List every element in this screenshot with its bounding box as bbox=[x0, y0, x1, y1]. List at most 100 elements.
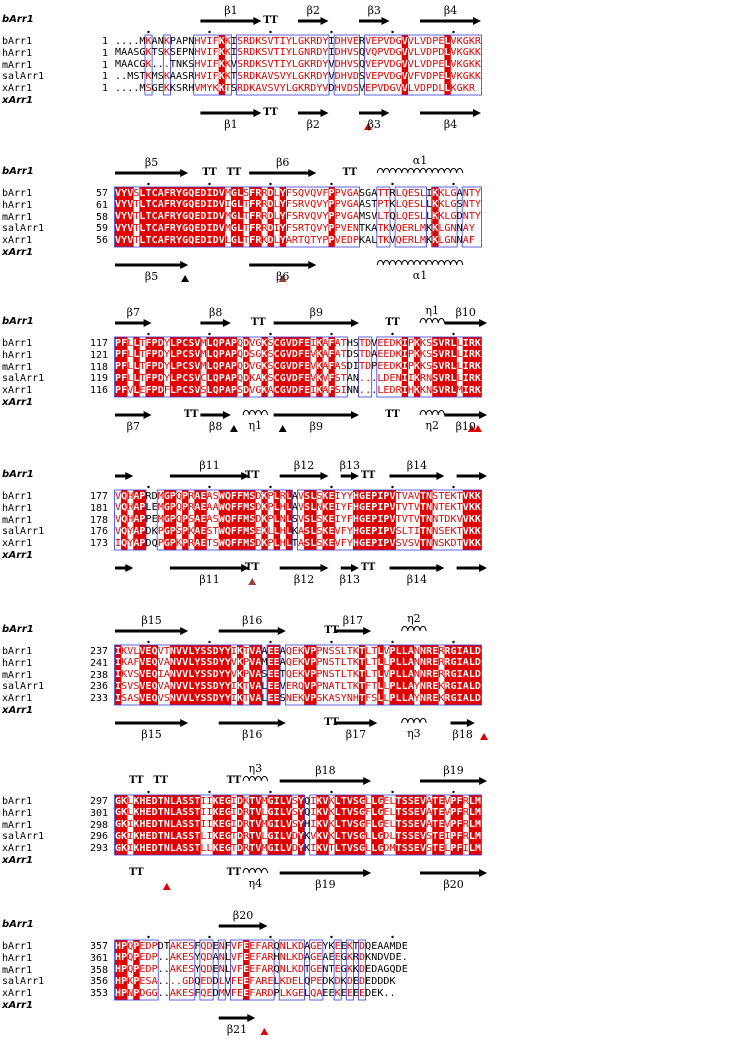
residue: P bbox=[432, 70, 439, 82]
residue: V bbox=[420, 795, 427, 807]
residue: K bbox=[474, 59, 481, 71]
residue: D bbox=[383, 975, 390, 987]
residue: E bbox=[444, 502, 451, 514]
residue: K bbox=[456, 47, 463, 59]
residue: I bbox=[401, 349, 408, 361]
residue: E bbox=[438, 59, 445, 71]
residue: L bbox=[224, 952, 231, 964]
residue: D bbox=[432, 82, 439, 94]
ss-label: β18 bbox=[452, 728, 473, 741]
residue: G bbox=[444, 234, 451, 246]
residue: M bbox=[157, 514, 164, 526]
residue: S bbox=[261, 59, 268, 71]
residue: Y bbox=[298, 842, 305, 854]
residue: . bbox=[115, 70, 122, 82]
residue: S bbox=[304, 490, 311, 502]
residue: A bbox=[462, 222, 469, 234]
residue: Y bbox=[194, 964, 201, 976]
residue: D bbox=[237, 842, 244, 854]
residue: P bbox=[432, 59, 439, 71]
residue: K bbox=[432, 234, 439, 246]
position-dot bbox=[208, 640, 211, 644]
residue: P bbox=[115, 349, 122, 361]
residue: V bbox=[304, 669, 311, 681]
residue: V bbox=[267, 47, 274, 59]
residue: V bbox=[450, 70, 457, 82]
residue: S bbox=[352, 795, 359, 807]
identity-cell bbox=[468, 795, 476, 855]
residue: R bbox=[468, 349, 475, 361]
residue: Q bbox=[237, 337, 244, 349]
sequence-name: mArr1 bbox=[2, 361, 33, 373]
residue: K bbox=[395, 349, 402, 361]
residue: S bbox=[413, 199, 420, 211]
residue: H bbox=[346, 337, 353, 349]
sequence-name: hArr1 bbox=[2, 952, 33, 964]
identity-cell bbox=[383, 490, 390, 550]
residue: P bbox=[151, 361, 158, 373]
residue: N bbox=[420, 680, 427, 692]
residue: S bbox=[413, 211, 420, 223]
residue: K bbox=[389, 199, 396, 211]
sequence-start-number: 356 bbox=[89, 976, 108, 988]
residue: H bbox=[194, 59, 201, 71]
residue: V bbox=[322, 842, 329, 854]
residue: T bbox=[432, 819, 439, 831]
residue: F bbox=[456, 795, 463, 807]
residue: S bbox=[206, 669, 213, 681]
residue: Q bbox=[224, 537, 231, 549]
identity-cell bbox=[194, 795, 201, 855]
residue: E bbox=[200, 537, 207, 549]
residue: V bbox=[420, 70, 427, 82]
identity-cell bbox=[401, 795, 409, 855]
residue: S bbox=[407, 830, 414, 842]
beta-strand-arrowhead bbox=[277, 627, 286, 635]
residue: N bbox=[157, 35, 164, 47]
identity-cell bbox=[176, 645, 183, 705]
residue: T bbox=[145, 222, 152, 234]
residue: D bbox=[444, 514, 451, 526]
residue: V bbox=[340, 82, 347, 94]
residue: T bbox=[334, 657, 341, 669]
residue: V bbox=[322, 795, 329, 807]
residue: P bbox=[139, 537, 146, 549]
residue: S bbox=[206, 657, 213, 669]
residue: R bbox=[352, 952, 359, 964]
residue: V bbox=[401, 70, 408, 82]
residue: S bbox=[365, 199, 372, 211]
residue: N bbox=[352, 222, 359, 234]
residue: F bbox=[328, 349, 335, 361]
residue: Q bbox=[151, 645, 158, 657]
residue: L bbox=[273, 187, 280, 199]
residue: T bbox=[407, 525, 414, 537]
residue: S bbox=[249, 514, 256, 526]
residue: V bbox=[346, 47, 353, 59]
residue: C bbox=[273, 349, 280, 361]
residue: N bbox=[169, 645, 176, 657]
residue: Y bbox=[127, 537, 134, 549]
residue: D bbox=[334, 47, 341, 59]
residue: L bbox=[310, 490, 317, 502]
residue: L bbox=[371, 842, 378, 854]
residue: Y bbox=[218, 680, 225, 692]
residue: L bbox=[169, 795, 176, 807]
residue: E bbox=[298, 987, 305, 999]
residue: G bbox=[255, 361, 262, 373]
residue: V bbox=[444, 795, 451, 807]
residue: I bbox=[334, 490, 341, 502]
sequence-name: xArr1 bbox=[2, 693, 33, 705]
residue: G bbox=[450, 645, 457, 657]
residue: V bbox=[218, 187, 225, 199]
identity-cell bbox=[218, 795, 226, 855]
position-dot bbox=[391, 485, 394, 489]
residue: E bbox=[371, 940, 378, 952]
residue: L bbox=[237, 222, 244, 234]
residue: V bbox=[462, 490, 469, 502]
block-graphics bbox=[114, 626, 488, 740]
residue: K bbox=[212, 807, 219, 819]
turn-label: TT bbox=[263, 15, 278, 26]
residue: N bbox=[432, 537, 439, 549]
residue: N bbox=[346, 692, 353, 704]
ss-label: η4 bbox=[248, 877, 263, 890]
residue: S bbox=[188, 952, 195, 964]
